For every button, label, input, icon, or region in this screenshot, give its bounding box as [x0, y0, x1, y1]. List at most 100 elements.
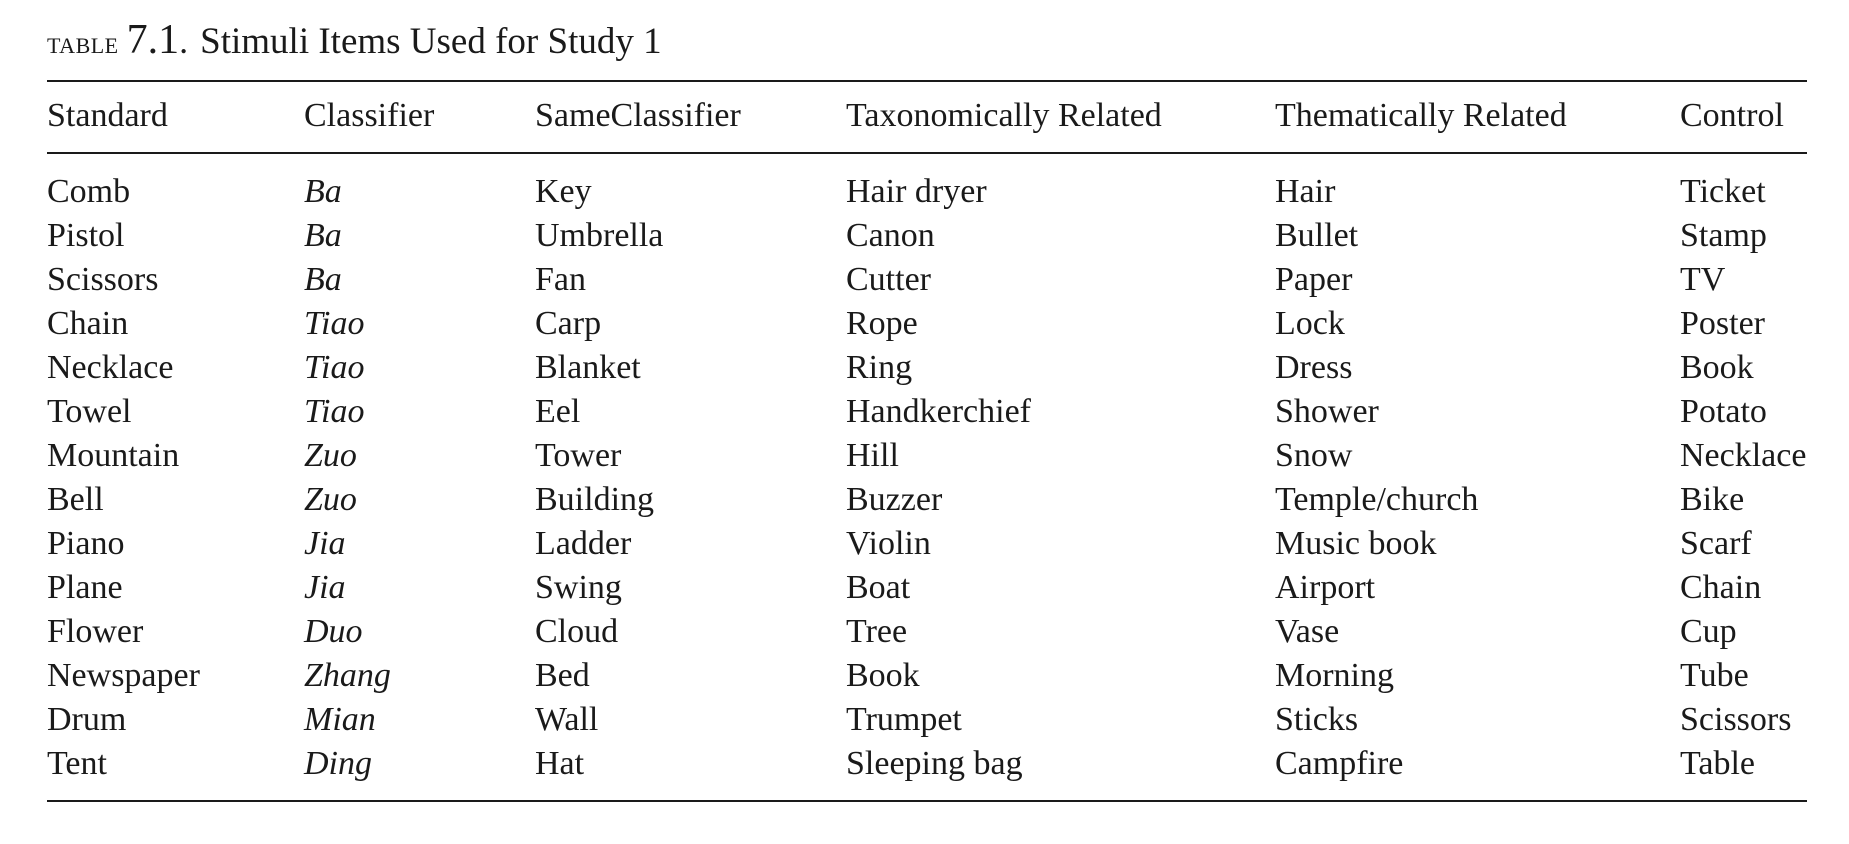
table-body: Comb Ba Key Hair dryer Hair Ticket Pistol Ba Umb… [47, 170, 1847, 786]
cell-classifier: Zhang [304, 657, 391, 694]
cell-standard: Pistol [47, 217, 125, 254]
column-header-classifier: Classifier [304, 97, 435, 134]
cell-taxonomically-related: Handkerchief [846, 393, 1032, 430]
cell-standard: Scissors [47, 261, 159, 298]
cell-thematically-related: Dress [1275, 349, 1353, 386]
table-row: Towel Tiao Eel Handkerchief Shower Potato [47, 390, 1847, 434]
cell-standard: Towel [47, 393, 132, 430]
cell-standard: Drum [47, 701, 127, 738]
cell-classifier: Tiao [304, 305, 365, 342]
cell-taxonomically-related: Sleeping bag [846, 745, 1023, 782]
table-row: Plane Jia Swing Boat Airport Chain [47, 566, 1847, 610]
cell-control: Stamp [1680, 217, 1767, 254]
caption-number: 7.1 [126, 17, 180, 63]
cell-classifier: Ba [304, 173, 342, 210]
cell-taxonomically-related: Buzzer [846, 481, 943, 518]
cell-control: Table [1680, 745, 1756, 782]
cell-classifier: Tiao [304, 349, 365, 386]
caption-label: TABLE [47, 25, 119, 60]
cell-same-classifier: Fan [535, 261, 586, 298]
cell-standard: Bell [47, 481, 104, 518]
cell-taxonomically-related: Rope [846, 305, 918, 342]
cell-classifier: Ding [304, 745, 372, 782]
cell-taxonomically-related: Canon [846, 217, 935, 254]
cell-same-classifier: Eel [535, 393, 581, 430]
cell-same-classifier: Cloud [535, 613, 619, 650]
cell-same-classifier: Wall [535, 701, 599, 738]
cell-control: Necklace [1680, 437, 1807, 474]
cell-taxonomically-related: Boat [846, 569, 911, 606]
cell-control: TV [1680, 261, 1726, 298]
cell-standard: Flower [47, 613, 144, 650]
table-row: Drum Mian Wall Trumpet Sticks Scissors [47, 698, 1847, 742]
cell-control: Poster [1680, 305, 1765, 342]
cell-thematically-related: Temple/church [1275, 481, 1479, 518]
cell-control: Cup [1680, 613, 1737, 650]
cell-taxonomically-related: Ring [846, 349, 913, 386]
cell-standard: Newspaper [47, 657, 200, 694]
cell-classifier: Jia [304, 569, 346, 606]
cell-thematically-related: Paper [1275, 261, 1353, 298]
header-rule [47, 152, 1807, 154]
cell-same-classifier: Hat [535, 745, 585, 782]
top-rule [47, 80, 1807, 82]
table-row: Chain Tiao Carp Rope Lock Poster [47, 302, 1847, 346]
table-row: Comb Ba Key Hair dryer Hair Ticket [47, 170, 1847, 214]
cell-taxonomically-related: Hill [846, 437, 899, 474]
cell-standard: Mountain [47, 437, 180, 474]
column-header-taxonomically-related: Taxonomically Related [846, 97, 1162, 134]
caption-title: Stimuli Items Used for Study 1 [200, 21, 662, 62]
table-caption: TABLE 7.1 . Stimuli Items Used for Study… [47, 16, 662, 72]
cell-standard: Comb [47, 173, 131, 210]
cell-classifier: Duo [304, 613, 363, 650]
cell-control: Book [1680, 349, 1754, 386]
cell-same-classifier: Carp [535, 305, 602, 342]
cell-thematically-related: Airport [1275, 569, 1376, 606]
cell-classifier: Zuo [304, 437, 357, 474]
cell-control: Scarf [1680, 525, 1752, 562]
cell-standard: Plane [47, 569, 123, 606]
cell-standard: Piano [47, 525, 125, 562]
cell-classifier: Ba [304, 261, 342, 298]
column-header-same-classifier: SameClassifier [535, 97, 741, 134]
cell-standard: Tent [47, 745, 107, 782]
cell-thematically-related: Campfire [1275, 745, 1404, 782]
cell-standard: Chain [47, 305, 129, 342]
cell-thematically-related: Sticks [1275, 701, 1359, 738]
cell-classifier: Jia [304, 525, 346, 562]
table-row: Bell Zuo Building Buzzer Temple/church Bike [47, 478, 1847, 522]
cell-thematically-related: Music book [1275, 525, 1437, 562]
column-header-control: Control [1680, 97, 1784, 134]
cell-same-classifier: Umbrella [535, 217, 664, 254]
cell-standard: Necklace [47, 349, 174, 386]
cell-thematically-related: Lock [1275, 305, 1345, 342]
cell-control: Tube [1680, 657, 1749, 694]
cell-taxonomically-related: Trumpet [846, 701, 962, 738]
cell-thematically-related: Snow [1275, 437, 1353, 474]
table-header: Standard Classifier SameClassifier Taxon… [47, 86, 1847, 146]
cell-same-classifier: Swing [535, 569, 622, 606]
cell-same-classifier: Bed [535, 657, 590, 694]
cell-thematically-related: Shower [1275, 393, 1379, 430]
table-row: Newspaper Zhang Bed Book Morning Tube [47, 654, 1847, 698]
table-row: Flower Duo Cloud Tree Vase Cup [47, 610, 1847, 654]
cell-classifier: Zuo [304, 481, 357, 518]
table-row: Pistol Ba Umbrella Canon Bullet Stamp [47, 214, 1847, 258]
cell-taxonomically-related: Book [846, 657, 920, 694]
cell-taxonomically-related: Hair dryer [846, 173, 987, 210]
cell-taxonomically-related: Tree [846, 613, 908, 650]
cell-same-classifier: Key [535, 173, 592, 210]
table-row: Necklace Tiao Blanket Ring Dress Book [47, 346, 1847, 390]
caption-separator: . [179, 21, 189, 61]
column-header-thematically-related: Thematically Related [1275, 97, 1567, 134]
cell-control: Potato [1680, 393, 1767, 430]
cell-same-classifier: Ladder [535, 525, 632, 562]
cell-thematically-related: Hair [1275, 173, 1336, 210]
table-row: Scissors Ba Fan Cutter Paper TV [47, 258, 1847, 302]
cell-taxonomically-related: Violin [846, 525, 931, 562]
cell-control: Ticket [1680, 173, 1766, 210]
table-row: Piano Jia Ladder Violin Music book Scarf [47, 522, 1847, 566]
cell-classifier: Ba [304, 217, 342, 254]
cell-thematically-related: Morning [1275, 657, 1394, 694]
cell-classifier: Mian [304, 701, 376, 738]
